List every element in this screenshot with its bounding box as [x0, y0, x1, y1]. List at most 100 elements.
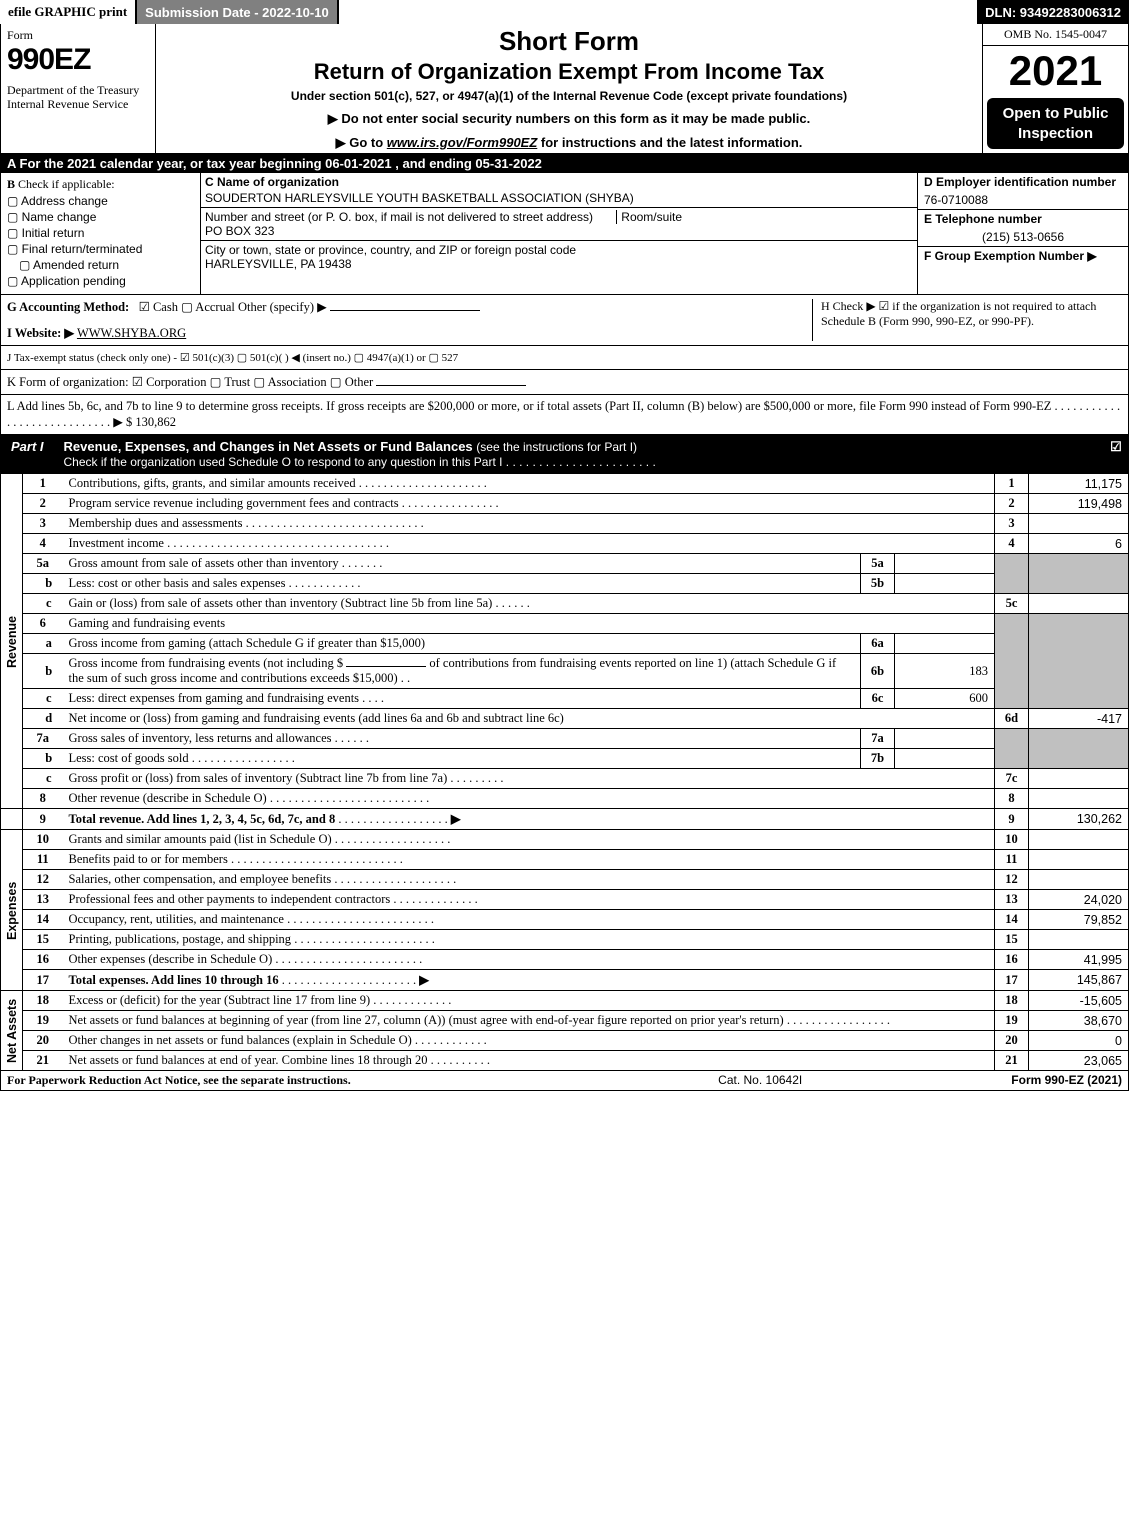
line-1: Revenue 1 Contributions, gifts, grants, … — [1, 474, 1129, 494]
l6b-num: b — [23, 654, 63, 689]
l5b-midval — [895, 574, 995, 594]
l-val: 130,862 — [135, 415, 176, 429]
l19-desc: Net assets or fund balances at beginning… — [69, 1013, 784, 1027]
line-9: 9 Total revenue. Add lines 1, 2, 3, 4, 5… — [1, 809, 1129, 830]
line-10: Expenses 10 Grants and similar amounts p… — [1, 830, 1129, 850]
l6b-desc1: Gross income from fundraising events (no… — [69, 656, 344, 670]
l19-col: 19 — [995, 1011, 1029, 1031]
l7c-col: 7c — [995, 769, 1029, 789]
g-options[interactable]: ☑ Cash ▢ Accrual Other (specify) ▶ — [139, 300, 327, 314]
g-other-field[interactable] — [330, 310, 480, 311]
col-b: B Check if applicable: Address change Na… — [1, 173, 201, 294]
l18-desc: Excess or (deficit) for the year (Subtra… — [69, 993, 371, 1007]
c-street-label: Number and street (or P. O. box, if mail… — [205, 210, 593, 224]
l13-num: 13 — [23, 890, 63, 910]
l12-val — [1029, 870, 1129, 890]
l6a-midval — [895, 634, 995, 654]
goto-pre: ▶ Go to — [336, 135, 387, 150]
l6a-num: a — [23, 634, 63, 654]
l21-val: 23,065 — [1029, 1051, 1129, 1071]
l6d-desc: Net income or (loss) from gaming and fun… — [63, 709, 995, 729]
header-left: Form 990EZ Department of the Treasury In… — [1, 24, 156, 153]
l14-desc: Occupancy, rent, utilities, and maintena… — [69, 912, 284, 926]
l8-col: 8 — [995, 789, 1029, 809]
instruct-ssn: ▶ Do not enter social security numbers o… — [162, 111, 976, 127]
c-city-val: HARLEYSVILLE, PA 19438 — [205, 257, 913, 271]
top-spacer — [339, 0, 977, 24]
l3-desc: Membership dues and assessments — [69, 516, 243, 530]
line-15: 15 Printing, publications, postage, and … — [1, 930, 1129, 950]
l20-num: 20 — [23, 1031, 63, 1051]
l6-desc: Gaming and fundraising events — [63, 614, 995, 634]
j-text[interactable]: J Tax-exempt status (check only one) - ☑… — [7, 352, 458, 364]
row-j: J Tax-exempt status (check only one) - ☑… — [0, 346, 1129, 370]
l5a-mid: 5a — [861, 554, 895, 574]
l6c-mid: 6c — [861, 689, 895, 709]
page-footer: For Paperwork Reduction Act Notice, see … — [0, 1071, 1129, 1091]
chk-amended-return[interactable]: Amended return — [19, 258, 194, 272]
l4-col: 4 — [995, 534, 1029, 554]
line-7a: 7a Gross sales of inventory, less return… — [1, 729, 1129, 749]
irs-link[interactable]: www.irs.gov/Form990EZ — [387, 135, 538, 150]
l5c-val — [1029, 594, 1129, 614]
h-text: H Check ▶ ☑ if the organization is not r… — [821, 299, 1096, 328]
chk-name-change[interactable]: Name change — [7, 210, 194, 224]
k-text[interactable]: K Form of organization: ☑ Corporation ▢ … — [7, 375, 373, 389]
chk-final-return[interactable]: Final return/terminated — [7, 242, 194, 256]
row-l: L Add lines 5b, 6c, and 7b to line 9 to … — [0, 395, 1129, 435]
l6-num: 6 — [23, 614, 63, 634]
efile-label[interactable]: efile GRAPHIC print — [0, 0, 137, 24]
chk-initial-return[interactable]: Initial return — [7, 226, 194, 240]
e-tel-val: (215) 513-0656 — [918, 228, 1128, 246]
l16-col: 16 — [995, 950, 1029, 970]
line-17: 17 Total expenses. Add lines 10 through … — [1, 970, 1129, 991]
website-link[interactable]: WWW.SHYBA.ORG — [77, 326, 186, 340]
l5b-mid: 5b — [861, 574, 895, 594]
l5a-midval — [895, 554, 995, 574]
l21-num: 21 — [23, 1051, 63, 1071]
l18-num: 18 — [23, 991, 63, 1011]
i-label: I Website: ▶ — [7, 326, 74, 340]
k-other-field[interactable] — [376, 385, 526, 386]
d-ein-label: D Employer identification number — [918, 173, 1128, 191]
part-i-label: Part I — [1, 435, 54, 473]
c-org-name: SOUDERTON HARLEYSVILLE YOUTH BASKETBALL … — [201, 191, 917, 207]
l11-num: 11 — [23, 850, 63, 870]
l15-col: 15 — [995, 930, 1029, 950]
chk-address-change[interactable]: Address change — [7, 194, 194, 208]
c-city-row: City or town, state or province, country… — [201, 240, 917, 273]
l20-desc: Other changes in net assets or fund bala… — [69, 1033, 412, 1047]
l11-col: 11 — [995, 850, 1029, 870]
l3-col: 3 — [995, 514, 1029, 534]
net-assets-label: Net Assets — [1, 991, 23, 1071]
l6b-blank[interactable] — [346, 666, 426, 667]
l9-col: 9 — [995, 809, 1029, 830]
chk-application-pending[interactable]: Application pending — [7, 274, 194, 288]
line-2: 2 Program service revenue including gove… — [1, 494, 1129, 514]
l7b-desc: Less: cost of goods sold — [69, 751, 189, 765]
l6d-col: 6d — [995, 709, 1029, 729]
l13-val: 24,020 — [1029, 890, 1129, 910]
part-i-check-mark[interactable]: ☑ — [1104, 435, 1128, 473]
c-street-val: PO BOX 323 — [205, 224, 913, 238]
c-city-label: City or town, state or province, country… — [205, 243, 576, 257]
open-inspection: Open to Public Inspection — [987, 98, 1124, 149]
part-i-header: Part I Revenue, Expenses, and Changes in… — [0, 435, 1129, 473]
part-i-table: Revenue 1 Contributions, gifts, grants, … — [0, 473, 1129, 1071]
l4-num: 4 — [23, 534, 63, 554]
e-tel-label: E Telephone number — [918, 209, 1128, 228]
line-14: 14 Occupancy, rent, utilities, and maint… — [1, 910, 1129, 930]
l5c-num: c — [23, 594, 63, 614]
l18-val: -15,605 — [1029, 991, 1129, 1011]
section-bcdef: B Check if applicable: Address change Na… — [0, 173, 1129, 295]
l15-num: 15 — [23, 930, 63, 950]
l18-col: 18 — [995, 991, 1029, 1011]
l9-val: 130,262 — [1029, 809, 1129, 830]
l6a-desc: Gross income from gaming (attach Schedul… — [63, 634, 861, 654]
l14-col: 14 — [995, 910, 1029, 930]
l7b-mid: 7b — [861, 749, 895, 769]
l17-num: 17 — [23, 970, 63, 991]
l7a-num: 7a — [23, 729, 63, 749]
line-5b: b Less: cost or other basis and sales ex… — [1, 574, 1129, 594]
l5-shade-val — [1029, 554, 1129, 594]
